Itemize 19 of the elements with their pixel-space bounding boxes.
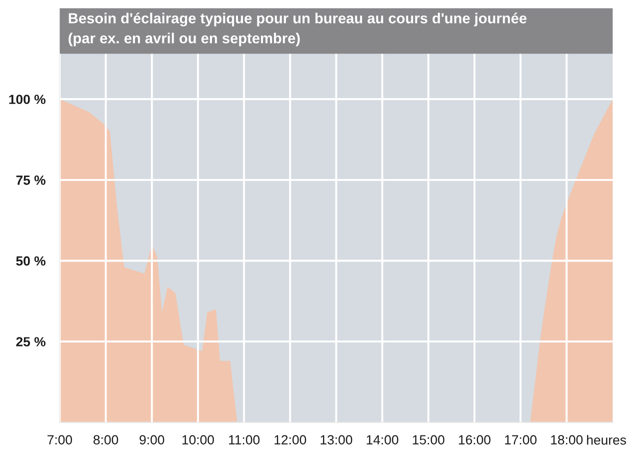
x-tick-label: 12:00: [274, 435, 306, 444]
x-tick-label: 9:00: [140, 435, 164, 444]
x-tick-label: 11:00: [229, 435, 260, 444]
x-tick-label: 7:00: [48, 435, 72, 444]
y-tick-label: 25 %: [16, 337, 46, 346]
x-tick-label: 16:00: [458, 435, 490, 444]
x-tick-label: 15:00: [412, 435, 444, 444]
x-tick-label: 17:00: [505, 435, 537, 444]
y-tick-label: 50 %: [16, 256, 46, 266]
chart-title: Besoin d'éclairage typique pour un bureau au cours d'une journée: [68, 12, 526, 26]
x-tick-label: 18:00: [551, 435, 583, 444]
x-tick-label: 14:00: [366, 435, 398, 444]
y-tick-label: 75 %: [16, 176, 46, 185]
chart-subtitle: (par ex. en avril ou en septembre): [68, 32, 300, 46]
x-tick-label: 8:00: [94, 435, 118, 444]
x-tick-label: 13:00: [320, 435, 352, 444]
x-axis-title: heures: [587, 435, 626, 445]
x-tick-label: 10:00: [182, 435, 214, 444]
y-tick-label: 100 %: [9, 94, 46, 104]
